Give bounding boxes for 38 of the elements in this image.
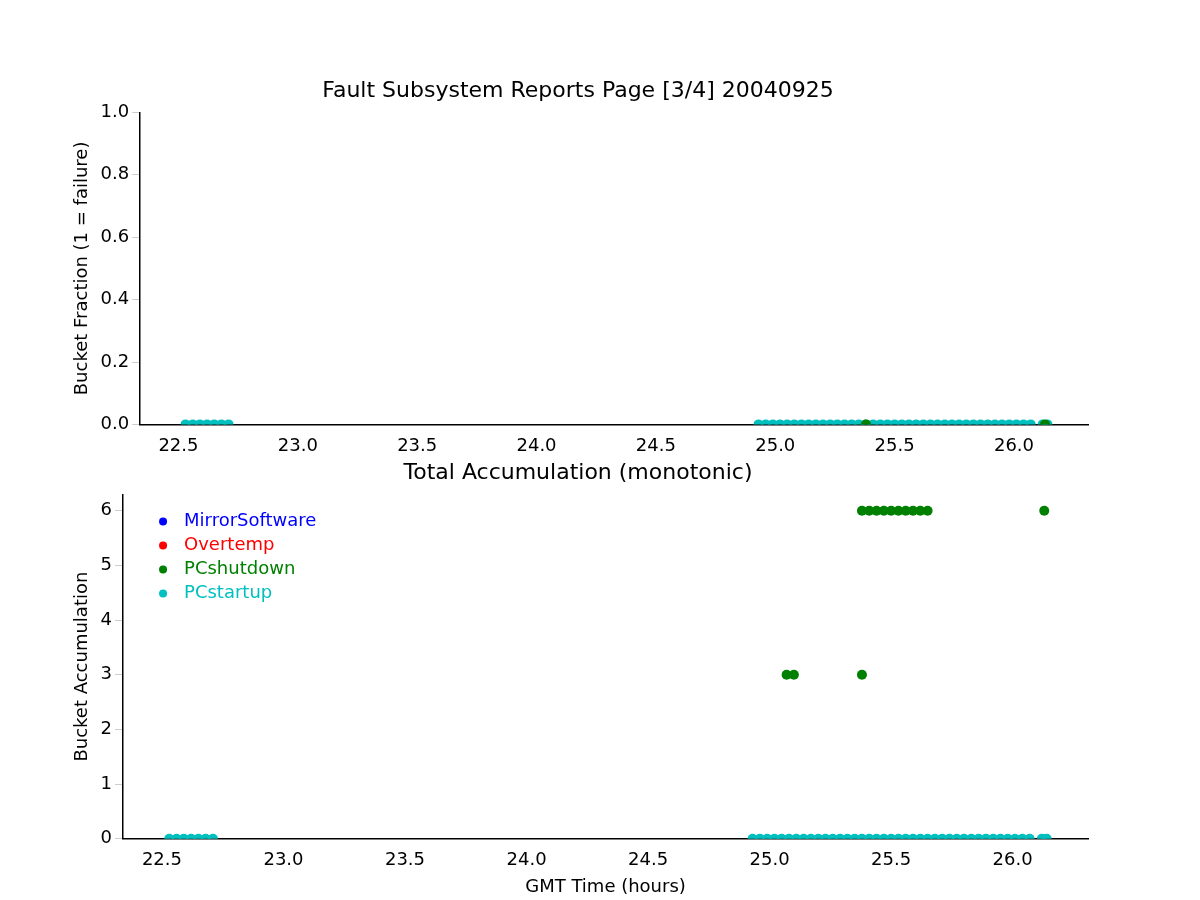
legend-label: PCstartup <box>184 581 273 603</box>
x-tick-label: 26.0 <box>992 848 1033 870</box>
x-tick-label: 23.5 <box>384 848 426 870</box>
x-tick-label: 23.0 <box>263 848 304 870</box>
legend-label: Overtemp <box>184 533 275 555</box>
y-tick-label: 1.0 <box>100 100 130 122</box>
x-tick-label: 24.5 <box>635 433 676 455</box>
y-tick-label: 0 <box>100 826 113 848</box>
y-axis-title: Bucket Accumulation <box>70 571 92 762</box>
x-tick-label: 22.5 <box>141 848 182 870</box>
y-tick-label: 6 <box>100 498 113 520</box>
x-tick-label: 26.0 <box>993 433 1035 455</box>
legend-label: PCshutdown <box>184 557 296 579</box>
y-tick-label: 2 <box>100 717 113 739</box>
chart-title: Fault Subsystem Reports Page [3/4] 20040925 <box>322 76 834 102</box>
y-tick-label: 0.0 <box>100 412 130 434</box>
y-tick-label: 0.4 <box>100 287 130 309</box>
legend-label: MirrorSoftware <box>184 509 317 531</box>
x-tick-label: 25.0 <box>749 848 790 870</box>
y-tick-label: 4 <box>100 607 113 629</box>
x-tick-label: 24.0 <box>506 848 547 870</box>
y-tick-label: 0.8 <box>100 162 130 184</box>
x-tick-label: 23.0 <box>277 433 318 455</box>
x-tick-label: 25.5 <box>874 433 915 455</box>
y-tick-label: 3 <box>100 662 113 684</box>
y-tick-label: 5 <box>100 553 113 575</box>
x-tick-label: 24.5 <box>628 848 669 870</box>
y-tick-label: 1 <box>100 771 113 793</box>
x-tick-label: 25.0 <box>755 433 796 455</box>
x-tick-label: 24.0 <box>516 433 557 455</box>
y-axis-title: Bucket Fraction (1 = failure) <box>70 141 92 396</box>
chart-title: Total Accumulation (monotonic) <box>402 458 753 484</box>
x-tick-label: 23.5 <box>397 433 438 455</box>
x-tick-label: 22.5 <box>158 433 199 455</box>
y-tick-label: 0.6 <box>100 224 130 246</box>
y-tick-label: 0.2 <box>100 349 130 371</box>
x-axis-title: GMT Time (hours) <box>525 874 686 896</box>
x-tick-label: 25.5 <box>871 848 912 870</box>
